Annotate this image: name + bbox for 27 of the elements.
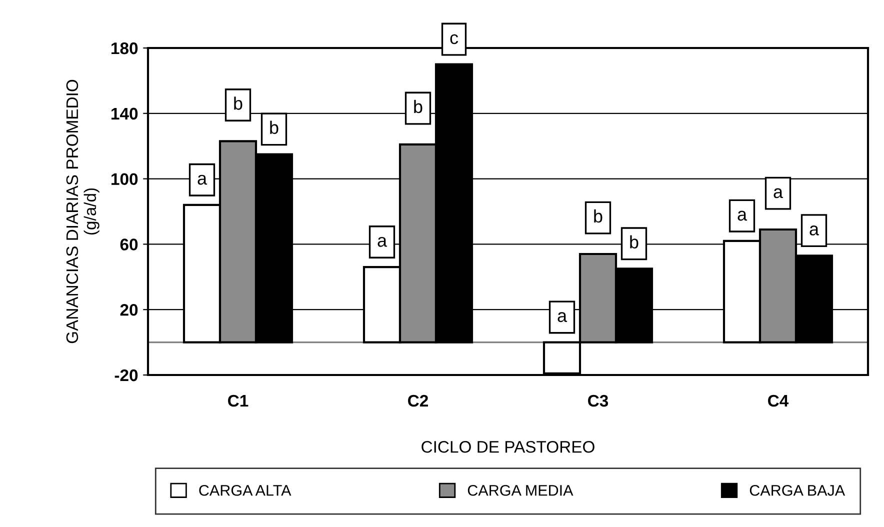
y-tick-label: 60	[120, 238, 138, 250]
data-label: a	[198, 174, 208, 185]
y-tick-label: -20	[114, 369, 138, 382]
data-label: a	[378, 236, 388, 247]
x-tick-label: C3	[588, 394, 608, 407]
y-tick-label: 180	[112, 42, 138, 54]
data-label: a	[558, 312, 568, 322]
x-axis-title: CICLO DE PASTOREO	[422, 440, 594, 453]
data-label: b	[270, 120, 278, 134]
data-label: a	[810, 226, 820, 236]
data-label: b	[234, 96, 242, 110]
y-axis-title: GANANCIAS DIARIAS PROMEDIO (g/a/d)	[66, 80, 100, 344]
data-label: b	[630, 235, 638, 248]
legend-label: CARGA MEDIA	[468, 484, 574, 496]
x-tick-label: C2	[408, 394, 428, 407]
legend-label: CARGA ALTA	[199, 484, 292, 496]
legend-label: CARGA BAJA	[750, 484, 846, 496]
data-label: a	[774, 188, 784, 198]
data-label: c	[450, 34, 458, 44]
data-label: b	[594, 209, 602, 223]
x-tick-label: C4	[768, 394, 789, 407]
x-tick-label: C1	[228, 394, 248, 407]
data-label: a	[738, 210, 748, 221]
y-tick-label: 140	[112, 108, 138, 120]
data-label: b	[414, 100, 422, 114]
y-tick-label: 100	[112, 173, 138, 186]
y-tick-label: 20	[120, 304, 138, 316]
